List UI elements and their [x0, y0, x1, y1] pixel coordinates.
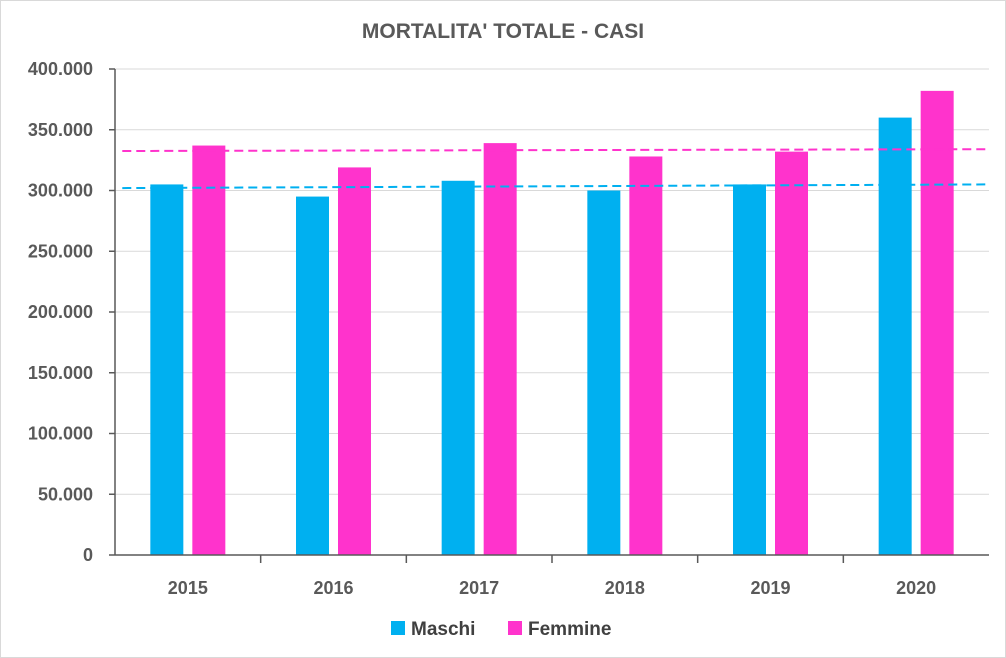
y-tick-label: 250.000 [28, 241, 93, 261]
x-tick-label: 2016 [313, 578, 353, 598]
bar-maschi-2015 [150, 184, 184, 556]
legend-swatch-femmine [508, 621, 522, 635]
y-tick-label: 200.000 [28, 302, 93, 322]
x-tick-label: 2017 [459, 578, 499, 598]
x-tick-label: 2019 [750, 578, 790, 598]
x-tick-label: 2020 [896, 578, 936, 598]
y-tick-label: 150.000 [28, 363, 93, 383]
bar-femmine-2017 [483, 143, 517, 556]
bar-femmine-2018 [629, 156, 663, 556]
bar-maschi-2016 [296, 196, 329, 555]
gridlines [115, 68, 989, 495]
bar-maschi-2018 [587, 190, 621, 555]
bar-maschi-2017 [441, 180, 475, 555]
chart-title: MORTALITA' TOTALE - CASI [362, 20, 644, 43]
y-tick-label: 400.000 [28, 59, 93, 79]
x-tick-label: 2018 [605, 578, 645, 598]
trendline-maschi [122, 183, 988, 190]
axes: 0 50.000 100.000 150.000 200.000 250.000 300.0… [28, 59, 989, 598]
trendlines [122, 148, 988, 190]
bar-femmine-2019 [775, 151, 808, 555]
bar-femmine-2016 [338, 167, 371, 556]
y-tick-label: 300.000 [28, 181, 93, 201]
trendline-femmine [122, 148, 988, 153]
y-tick-label: 0 [83, 545, 93, 565]
legend: Maschi Femmine [391, 619, 611, 640]
legend-label-maschi: Maschi [411, 619, 475, 640]
y-tick-label: 100.000 [28, 424, 93, 444]
bar-maschi-2019 [733, 184, 766, 556]
bar-maschi-2020 [878, 117, 912, 555]
y-tick-label: 350.000 [28, 120, 93, 140]
legend-swatch-maschi [391, 621, 405, 635]
y-tick-label: 50.000 [38, 484, 93, 504]
x-tick-label: 2015 [168, 578, 208, 598]
legend-label-femmine: Femmine [528, 619, 611, 640]
bars [150, 90, 954, 556]
bar-femmine-2020 [920, 90, 954, 556]
bar-femmine-2015 [192, 145, 226, 556]
